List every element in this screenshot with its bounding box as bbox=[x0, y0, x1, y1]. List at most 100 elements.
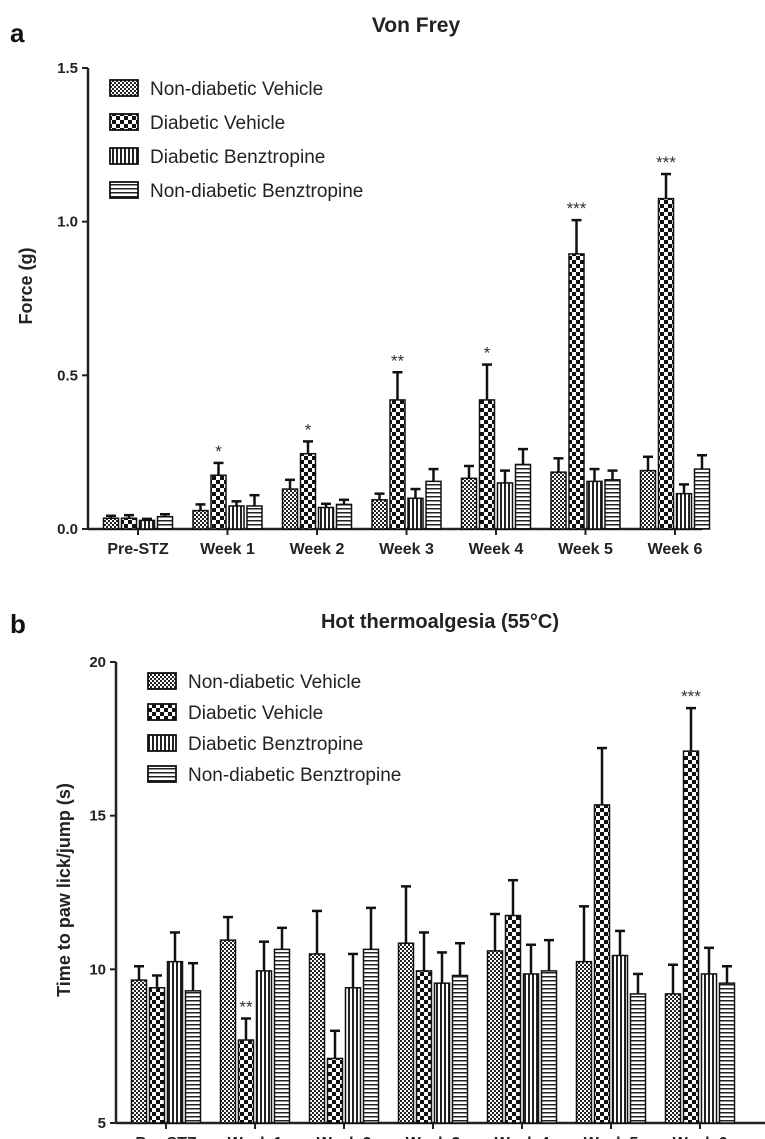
bar bbox=[281, 488, 299, 530]
bar bbox=[451, 974, 469, 1124]
x-tick-label: Week 1 bbox=[200, 541, 255, 558]
bar bbox=[550, 471, 567, 530]
legend-swatch bbox=[147, 734, 177, 752]
legend-swatch bbox=[109, 79, 139, 97]
bar bbox=[657, 197, 675, 530]
x-tick-label: Week 6 bbox=[673, 1135, 728, 1139]
significance-label: * bbox=[305, 420, 312, 439]
y-tick-label: 1.5 bbox=[57, 60, 78, 77]
legend-swatch bbox=[147, 672, 177, 690]
chart-b-ylabel: Time to paw lick/jump (s) bbox=[54, 783, 74, 997]
bar bbox=[425, 480, 442, 530]
panel-b-letter: b bbox=[10, 609, 26, 639]
chart-a-ylabel: Force (g) bbox=[16, 247, 36, 324]
legend-label: Non-diabetic Vehicle bbox=[150, 79, 323, 100]
panel-a: a Von Frey Force (g) 0.0 0.5 1.0 1.5 Pre-STZ… bbox=[10, 14, 711, 558]
legend-label: Diabetic Benztropine bbox=[188, 734, 363, 755]
bar bbox=[138, 519, 156, 530]
bar bbox=[397, 942, 415, 1124]
bar bbox=[460, 477, 478, 530]
y-tick-label: 1.0 bbox=[57, 214, 78, 231]
bar bbox=[219, 939, 237, 1124]
bar bbox=[522, 973, 540, 1124]
bar bbox=[246, 505, 263, 530]
bar bbox=[586, 480, 603, 530]
bar bbox=[317, 506, 335, 530]
bar bbox=[675, 492, 693, 530]
x-tick-label: Week 2 bbox=[290, 541, 345, 558]
bar bbox=[568, 253, 585, 530]
bar bbox=[371, 499, 388, 530]
x-tick-label: Week 5 bbox=[558, 541, 613, 558]
bar bbox=[130, 979, 148, 1124]
bar bbox=[255, 970, 273, 1124]
bar bbox=[156, 515, 174, 530]
x-tick-label: Pre-STZ bbox=[107, 541, 169, 558]
bar bbox=[228, 505, 245, 530]
chart-b-plot: 5 10 15 20 Pre-STZ Week 1 Week 2 Week 3 Week 4 We… bbox=[89, 654, 765, 1139]
panel-b: b Hot thermoalgesia (55°C) Time to paw l… bbox=[10, 609, 765, 1139]
legend-swatch bbox=[147, 703, 177, 721]
x-tick-label: Week 6 bbox=[648, 541, 703, 558]
significance-label: ** bbox=[239, 998, 253, 1017]
significance-label: * bbox=[215, 442, 222, 461]
bar bbox=[693, 468, 711, 530]
legend-label: Diabetic Benztropine bbox=[150, 147, 325, 168]
bar bbox=[496, 482, 514, 530]
bar bbox=[486, 950, 504, 1124]
x-tick-label: Week 4 bbox=[495, 1135, 550, 1139]
bar bbox=[478, 399, 496, 530]
bar bbox=[326, 1057, 344, 1124]
bar bbox=[237, 1039, 255, 1124]
x-tick-label: Week 4 bbox=[469, 541, 524, 558]
bar bbox=[504, 914, 522, 1124]
bar bbox=[611, 954, 629, 1124]
legend-label: Non-diabetic Benztropine bbox=[188, 765, 401, 786]
bar bbox=[604, 479, 621, 530]
bar bbox=[629, 993, 647, 1124]
significance-label: *** bbox=[567, 199, 587, 218]
chart-a-plot: 0.0 0.5 1.0 1.5 Pre-STZ Week 1 Week 2 Week 3 Wee… bbox=[57, 60, 711, 558]
legend-swatch bbox=[147, 765, 177, 783]
bar bbox=[344, 987, 362, 1124]
legend-swatch bbox=[109, 113, 139, 131]
bar bbox=[433, 982, 451, 1124]
significance-label: * bbox=[484, 344, 491, 363]
bar bbox=[362, 948, 380, 1124]
bar bbox=[273, 948, 291, 1124]
y-tick-label: 20 bbox=[89, 654, 106, 671]
bar bbox=[148, 987, 166, 1124]
y-tick-label: 0.5 bbox=[57, 367, 78, 384]
bar bbox=[415, 970, 433, 1124]
significance-label: *** bbox=[656, 153, 676, 172]
legend-label: Non-diabetic Benztropine bbox=[150, 181, 363, 202]
x-tick-label: Week 1 bbox=[228, 1135, 283, 1139]
chart-a-title: Von Frey bbox=[372, 14, 461, 37]
bar bbox=[682, 750, 700, 1124]
bar bbox=[102, 517, 120, 530]
y-tick-label: 10 bbox=[89, 961, 106, 978]
y-tick-label: 5 bbox=[98, 1115, 106, 1132]
legend-swatch bbox=[109, 181, 139, 199]
bar bbox=[210, 474, 227, 530]
legend-label: Non-diabetic Vehicle bbox=[188, 672, 361, 693]
bar bbox=[575, 960, 593, 1124]
bar bbox=[407, 497, 424, 530]
x-tick-label: Week 3 bbox=[379, 541, 434, 558]
legend-label: Diabetic Vehicle bbox=[188, 703, 323, 724]
bar bbox=[593, 804, 611, 1124]
x-tick-label: Pre-STZ bbox=[135, 1135, 197, 1139]
bar bbox=[335, 503, 353, 530]
bar bbox=[192, 509, 209, 530]
legend-label: Diabetic Vehicle bbox=[150, 113, 285, 134]
x-tick-label: Week 5 bbox=[584, 1135, 639, 1139]
bar bbox=[120, 517, 138, 530]
y-tick-label: 0.0 bbox=[57, 521, 78, 538]
bar bbox=[664, 993, 682, 1124]
bar bbox=[718, 982, 736, 1124]
bar bbox=[184, 990, 202, 1124]
x-tick-label: Week 2 bbox=[317, 1135, 372, 1139]
bar bbox=[308, 953, 326, 1124]
bar bbox=[389, 399, 406, 530]
